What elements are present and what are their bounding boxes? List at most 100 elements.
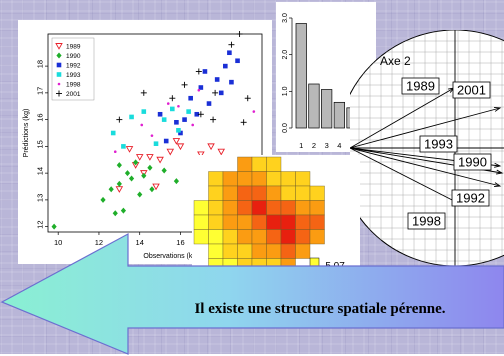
axis-2-label: Axe 2 (380, 54, 411, 68)
data-point-1998 (166, 102, 170, 105)
data-point-1993 (153, 141, 159, 147)
data-point-1993 (170, 106, 175, 112)
arrow-1998 (350, 147, 461, 205)
data-point-1992 (163, 138, 169, 144)
heat-cell (208, 214, 224, 230)
data-point-1990 (116, 180, 122, 187)
bar-y-tick-label: 3.0 (282, 13, 289, 23)
heat-cell (266, 171, 282, 187)
heat-cell (309, 214, 325, 230)
data-point-2001 (140, 89, 147, 96)
legend-marker-2001 (56, 90, 62, 97)
data-point-1989 (172, 138, 181, 145)
arrow-shape (0, 232, 504, 355)
bar-3 (321, 89, 333, 129)
arrowhead (493, 182, 502, 188)
series-1998 (113, 88, 256, 154)
label-1990: 1990 (458, 155, 487, 170)
data-point-1990 (108, 186, 114, 193)
data-point-2001 (212, 89, 219, 96)
heat-cell (295, 243, 311, 259)
arrow-2001 (350, 107, 501, 149)
data-point-1989 (135, 154, 144, 161)
legend-label-1998: 1998 (66, 82, 81, 89)
heat-cell (222, 200, 238, 216)
data-point-2001 (197, 111, 204, 118)
series-2001 (116, 31, 251, 126)
heat-cell (309, 229, 325, 245)
conclusion-text: Il existe une structure spatiale pérenne… (194, 301, 446, 317)
data-point-1989 (197, 151, 205, 159)
label-box-1993 (419, 135, 458, 153)
x-tick-label: 16 (176, 238, 184, 247)
x-tick-label: 12 (95, 238, 103, 247)
data-point-1992 (198, 85, 204, 90)
arrowhead (496, 169, 504, 175)
data-point-1989 (125, 146, 134, 153)
y-tick-label: 13 (36, 194, 45, 202)
data-point-2001 (181, 81, 188, 88)
data-point-1992 (194, 111, 200, 117)
heat-cell (309, 200, 325, 216)
y-tick-label: 18 (36, 60, 45, 68)
data-point-2001 (240, 119, 247, 126)
data-point-1992 (223, 63, 228, 69)
heat-cell (222, 171, 238, 187)
y-tick-label: 15 (35, 140, 44, 148)
data-point-1989 (146, 154, 154, 161)
data-point-1993 (141, 109, 147, 114)
data-point-1990 (141, 172, 147, 179)
legend-label-1993: 1993 (66, 72, 81, 79)
legend-label-2001: 2001 (66, 91, 81, 98)
data-point-1990 (149, 186, 155, 193)
heat-cell (208, 185, 224, 201)
correlation-circle: Axe 2 1989 2001 1993 1990 1992 1998 (350, 30, 504, 267)
label-box-1989 (401, 77, 440, 95)
data-point-1989 (166, 148, 175, 156)
bar-1 (295, 23, 307, 129)
data-point-1990 (120, 207, 127, 214)
conclusion-arrow-banner (0, 232, 504, 355)
data-point-2001 (195, 68, 202, 75)
arrowhead (494, 162, 502, 168)
arrow-1989 (350, 87, 455, 149)
heat-cell (266, 156, 282, 172)
arrow-1992 (350, 147, 501, 187)
data-point-1992 (218, 90, 224, 96)
heat-cell (266, 200, 282, 216)
bar-category-label: 2 (312, 141, 316, 150)
heat-cell (295, 200, 311, 216)
legend-label-1990: 1990 (66, 53, 81, 60)
heat-cell (237, 171, 253, 187)
data-point-1998 (191, 123, 195, 127)
x-axis-label: Observations (kg) (143, 253, 198, 260)
data-point-1992 (182, 117, 187, 122)
heat-cell (237, 156, 253, 172)
data-point-1989 (152, 183, 160, 191)
data-point-1992 (188, 95, 193, 101)
series-1993 (110, 106, 191, 149)
legend-marker-1989 (55, 43, 63, 50)
bar-category-label: 1 (299, 141, 303, 150)
series-1992 (157, 50, 240, 144)
data-point-1993 (186, 109, 191, 114)
y-tick-label: 17 (36, 87, 45, 95)
heat-cell (280, 185, 296, 201)
data-point-1990 (124, 170, 131, 177)
y-tick-label: 12 (36, 220, 45, 228)
data-point-1992 (227, 50, 232, 56)
heat-cell (237, 200, 253, 216)
data-point-1998 (197, 88, 201, 92)
data-point-1989 (140, 170, 148, 177)
heat-cell (280, 200, 296, 216)
bar-2 (308, 83, 320, 129)
data-point-1998 (150, 134, 154, 137)
data-point-2001 (244, 95, 251, 102)
data-point-1990 (133, 159, 139, 166)
correlation-circle-panel: Axe 2 1989 2001 1993 1990 1992 1998 (350, 30, 504, 278)
heat-cell (295, 171, 311, 187)
data-point-1992 (235, 58, 240, 64)
data-point-1990 (100, 196, 106, 203)
heat-cell (295, 214, 311, 230)
label-1989: 1989 (406, 79, 435, 94)
